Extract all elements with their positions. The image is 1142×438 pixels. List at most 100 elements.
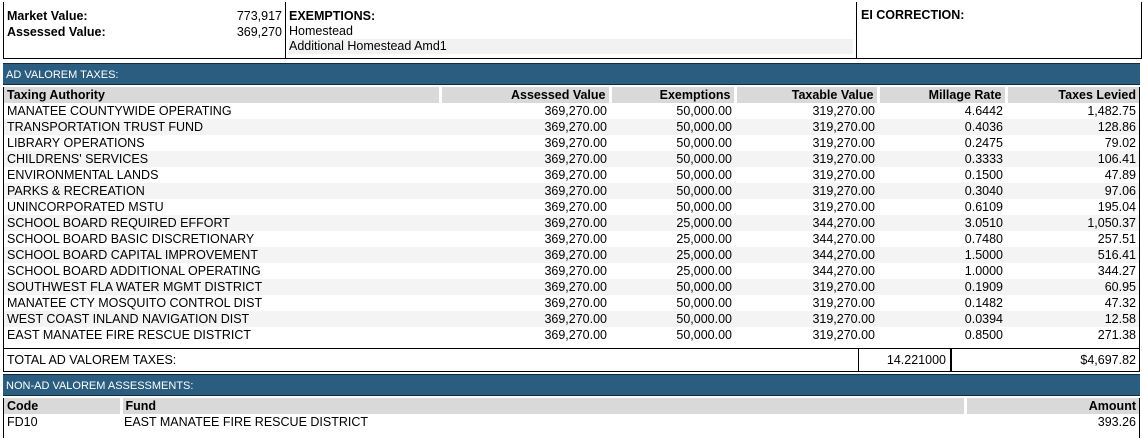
assessed-value-cell: 369,270.00 <box>544 104 607 118</box>
table-row: MANATEE COUNTYWIDE OPERATING 369,270.00 50… <box>4 103 1139 119</box>
non-ad-valorem-section-header: NON-AD VALOREM ASSESSMENTS: <box>3 374 1140 396</box>
table-row: EAST MANATEE FIRE RESCUE DISTRICT 369,270… <box>4 327 1139 343</box>
millage-rate-cell: 0.7480 <box>964 232 1003 246</box>
millage-rate-cell: 0.4036 <box>878 119 1006 135</box>
taxable-value-cell: 344,270.00 <box>812 264 875 278</box>
taxing-authority-cell: TRANSPORTATION TRUST FUND <box>4 119 440 135</box>
taxing-authority-cell: CHILDRENS' SERVICES <box>4 151 440 167</box>
millage-rate-cell: 3.0510 <box>878 215 1006 231</box>
taxing-authority-cell: SCHOOL BOARD REQUIRED EFFORT <box>4 215 440 231</box>
taxable-value-cell: 344,270.00 <box>735 247 878 263</box>
taxes-levied-cell: 195.04 <box>1097 200 1136 214</box>
taxes-levied-cell: 106.41 <box>1006 151 1139 167</box>
assessed-value-cell: 369,270.00 <box>544 264 607 278</box>
exemptions-cell: 50,000.00 <box>610 279 735 295</box>
column-header-millage-rate: Millage Rate <box>878 87 1008 103</box>
millage-rate-cell: 0.2475 <box>964 136 1003 150</box>
exemptions-cell: 50,000.00 <box>610 151 735 167</box>
taxes-levied-cell: 60.95 <box>1006 279 1139 295</box>
taxes-levied-cell: 1,482.75 <box>1087 104 1136 118</box>
table-row: SOUTHWEST FLA WATER MGMT DISTRICT 369,270… <box>4 279 1139 295</box>
taxes-levied-cell: 97.06 <box>1006 183 1139 199</box>
millage-rate-cell: 4.6442 <box>964 104 1003 118</box>
taxing-authority-cell: MANATEE CTY MOSQUITO CONTROL DIST <box>7 296 263 310</box>
table-header-row: Taxing Authority Assessed Value Exemptio… <box>4 87 1139 103</box>
values-panel: Market Value: 773,917 Assessed Value: 36… <box>4 2 286 58</box>
market-value-row: Market Value: 773,917 <box>7 8 282 24</box>
millage-rate-cell: 0.0394 <box>878 311 1006 327</box>
exemptions-cell: 50,000.00 <box>676 168 732 182</box>
taxes-levied-cell: 79.02 <box>1104 136 1136 150</box>
assessed-value-cell: 369,270.00 <box>440 247 610 263</box>
table-row: LIBRARY OPERATIONS 369,270.00 50,000.00 319… <box>4 135 1139 151</box>
assessed-value-cell: 369,270.00 <box>544 136 607 150</box>
taxes-levied-cell: 344.27 <box>1097 264 1136 278</box>
millage-rate-cell: 1.0000 <box>964 264 1003 278</box>
assessed-value-cell: 369,270.00 <box>440 311 610 327</box>
exemptions-cell: 50,000.00 <box>610 311 735 327</box>
code-cell: FD10 <box>7 415 38 429</box>
taxes-levied-cell: 47.32 <box>1104 296 1136 310</box>
table-row: PARKS & RECREATION 369,270.00 50,000.00 319… <box>4 183 1139 199</box>
fund-cell: EAST MANATEE FIRE RESCUE DISTRICT <box>124 415 369 429</box>
non-ad-valorem-table-container: Code Fund Amount FD10 EAST MANATEE FIRE … <box>3 398 1140 438</box>
assessed-value-row: Assessed Value: 369,270 <box>7 24 282 40</box>
assessed-value-cell: 369,270.00 <box>544 232 607 246</box>
table-row: SCHOOL BOARD CAPITAL IMPROVEMENT 369,270.… <box>4 247 1139 263</box>
taxing-authority-cell: MANATEE COUNTYWIDE OPERATING <box>7 104 232 118</box>
taxing-authority-cell: SCHOOL BOARD BASIC DISCRETIONARY <box>7 232 255 246</box>
ad-valorem-totals: TOTAL AD VALOREM TAXES: 14.221000 $4,697… <box>3 348 1140 372</box>
exemptions-cell: 50,000.00 <box>676 296 732 310</box>
taxable-value-cell: 319,270.00 <box>735 279 878 295</box>
table-row: WEST COAST INLAND NAVIGATION DIST 369,270… <box>4 311 1139 327</box>
millage-rate-cell: 0.3333 <box>878 151 1006 167</box>
value-summary: Market Value: 773,917 Assessed Value: 36… <box>3 2 1142 59</box>
assessed-value-cell: 369,270.00 <box>544 328 607 342</box>
millage-rate-cell: 0.8500 <box>964 328 1003 342</box>
millage-rate-cell: 0.1909 <box>878 279 1006 295</box>
assessed-value: 369,270 <box>236 25 282 39</box>
taxing-authority-cell: EAST MANATEE FIRE RESCUE DISTRICT <box>7 328 252 342</box>
ad-valorem-rows: MANATEE COUNTYWIDE OPERATING 369,270.00 50… <box>4 103 1139 343</box>
ad-valorem-table: Taxing Authority Assessed Value Exemptio… <box>4 87 1139 343</box>
taxing-authority-cell: PARKS & RECREATION <box>4 183 440 199</box>
column-header-code: Code <box>4 398 123 414</box>
taxes-levied-cell: 12.58 <box>1006 311 1139 327</box>
taxing-authority-cell: WEST COAST INLAND NAVIGATION DIST <box>4 311 440 327</box>
market-value: 773,917 <box>236 9 282 23</box>
exemptions-panel: EXEMPTIONS: Homestead Additional Homeste… <box>286 2 857 58</box>
taxing-authority-cell: LIBRARY OPERATIONS <box>7 136 145 150</box>
taxable-value-cell: 319,270.00 <box>812 296 875 310</box>
exemption-item: Homestead <box>289 24 353 38</box>
taxing-authority-cell: SCHOOL BOARD ADDITIONAL OPERATING <box>7 264 261 278</box>
millage-rate-cell: 1.5000 <box>878 247 1006 263</box>
taxable-value-cell: 319,270.00 <box>735 311 878 327</box>
taxable-value-cell: 344,270.00 <box>735 215 878 231</box>
table-row: MANATEE CTY MOSQUITO CONTROL DIST 369,270… <box>4 295 1139 311</box>
total-label: TOTAL AD VALOREM TAXES: <box>7 353 177 367</box>
exemption-item: Additional Homestead Amd1 <box>289 39 853 54</box>
table-row: SCHOOL BOARD BASIC DISCRETIONARY 369,270.… <box>4 231 1139 247</box>
taxes-levied-cell: 516.41 <box>1006 247 1139 263</box>
taxes-levied-cell: 47.89 <box>1104 168 1136 182</box>
taxes-levied-cell: 271.38 <box>1097 328 1136 342</box>
taxable-value-cell: 319,270.00 <box>735 119 878 135</box>
table-row: SCHOOL BOARD ADDITIONAL OPERATING 369,270… <box>4 263 1139 279</box>
amount-cell: 393.26 <box>1097 415 1136 429</box>
exemptions-cell: 50,000.00 <box>610 119 735 135</box>
table-row: UNINCORPORATED MSTU 369,270.00 50,000.00 31… <box>4 199 1139 215</box>
exemptions-cell: 25,000.00 <box>676 264 732 278</box>
assessed-value-cell: 369,270.00 <box>544 200 607 214</box>
exemptions-cell: 25,000.00 <box>676 232 732 246</box>
assessed-value-label: Assessed Value: <box>7 25 106 39</box>
exemptions-cell: 50,000.00 <box>676 328 732 342</box>
assessed-value-cell: 369,270.00 <box>440 215 610 231</box>
assessed-value-cell: 369,270.00 <box>440 279 610 295</box>
assessed-value-cell: 369,270.00 <box>544 168 607 182</box>
taxable-value-cell: 319,270.00 <box>812 168 875 182</box>
total-taxes-levied: $4,697.82 <box>951 349 1139 371</box>
column-header-fund: Fund <box>121 398 967 414</box>
taxes-levied-cell: 257.51 <box>1097 232 1136 246</box>
table-row: ENVIRONMENTAL LANDS 369,270.00 50,000.00 31… <box>4 167 1139 183</box>
